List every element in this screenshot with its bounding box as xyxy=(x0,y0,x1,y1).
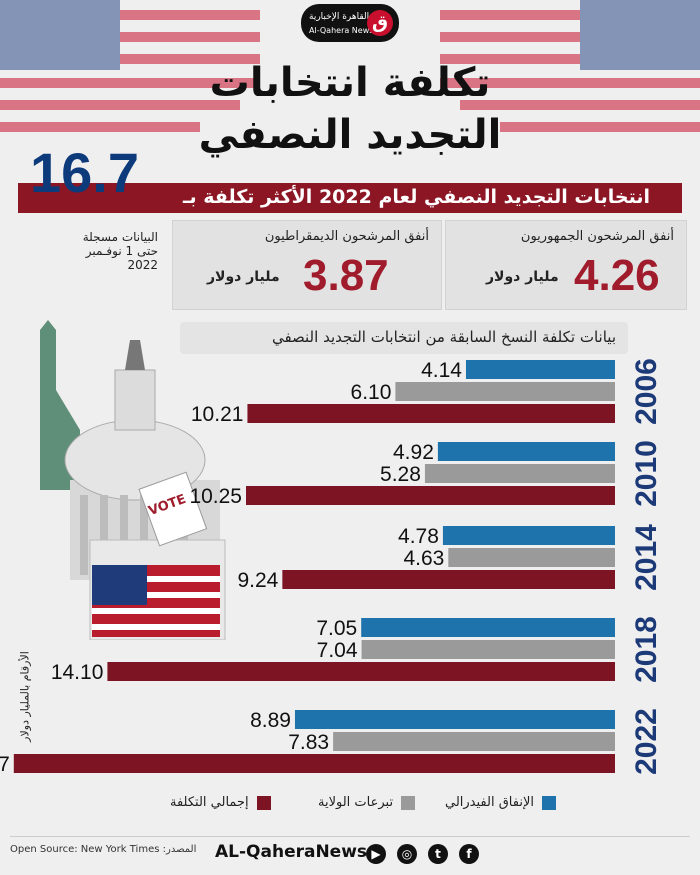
logo-arabic-text: القاهرة الإخبارية xyxy=(309,12,370,22)
republicans-label: أنفق المرشحون الجمهوريون xyxy=(520,229,674,244)
headline-banner-text: انتخابات التجديد النصفي لعام 2022 الأكثر… xyxy=(183,186,650,208)
twitter-icon[interactable]: t xyxy=(428,844,448,864)
data-label-state-2014: 4.63 xyxy=(403,547,444,570)
footer: Open Source: New York Times :المصدر AL-Q… xyxy=(0,836,700,875)
legend-federal-label: الإنفاق الفيدرالي xyxy=(445,795,534,810)
note-line1: البيانات مسجلة xyxy=(82,230,158,244)
bar-state-2006 xyxy=(395,382,615,401)
bar-total-2014 xyxy=(282,570,615,589)
democrats-label: أنفق المرشحون الديمقراطيون xyxy=(264,229,429,244)
bar-state-2018 xyxy=(361,640,615,659)
year-label-2006: 2006 xyxy=(630,358,663,425)
logo-letter-icon: ق xyxy=(367,10,393,36)
source-credit: Open Source: New York Times :المصدر xyxy=(10,844,197,855)
chart-title-box: بيانات تكلفة النسخ السابقة من انتخابات ا… xyxy=(180,322,628,354)
data-label-federal-2006: 4.14 xyxy=(421,359,462,382)
bar-total-2022 xyxy=(13,754,616,773)
note-line3: 2022 xyxy=(127,258,158,272)
data-label-state-2010: 5.28 xyxy=(380,463,421,486)
us-flag-background-right xyxy=(440,0,700,132)
brand-name: AL-QaheraNews xyxy=(215,842,368,862)
us-flag-background-left xyxy=(0,0,260,132)
bar-total-2006 xyxy=(247,404,615,423)
year-label-2018: 2018 xyxy=(630,616,663,683)
data-label-state-2018: 7.04 xyxy=(317,639,358,662)
year-label-2014: 2014 xyxy=(630,524,663,591)
page-title-line1: تكلفة انتخابات xyxy=(209,60,491,106)
instagram-icon[interactable]: ◎ xyxy=(397,844,417,864)
bar-total-2010 xyxy=(246,486,615,505)
legend-total-label: إجمالي التكلفة xyxy=(170,795,249,810)
data-date-note: البيانات مسجلة حتى 1 نوفـمبر 2022 xyxy=(8,230,158,272)
bar-federal-2010 xyxy=(437,442,615,461)
bar-federal-2018 xyxy=(361,618,615,637)
data-label-federal-2018: 7.05 xyxy=(316,617,357,640)
page-title-line2: التجديد النصفي xyxy=(198,112,502,158)
democrats-value: 3.87 xyxy=(303,251,389,300)
headline-total-value: 16.7 xyxy=(30,141,139,204)
bar-federal-2022 xyxy=(294,710,615,729)
legend-total: إجمالي التكلفة xyxy=(170,795,271,810)
democrats-card: أنفق المرشحون الديمقراطيون 3.87 مليار دو… xyxy=(172,220,442,310)
data-label-federal-2010: 4.92 xyxy=(393,441,434,464)
data-label-federal-2014: 4.78 xyxy=(398,525,439,548)
channel-logo[interactable]: القاهرة الإخبارية Al-Qahera News ق xyxy=(301,4,399,42)
data-label-total-2018: 14.10 xyxy=(51,661,104,684)
data-label-state-2006: 6.10 xyxy=(351,381,392,404)
bar-state-2010 xyxy=(424,464,615,483)
chart-title: بيانات تكلفة النسخ السابقة من انتخابات ا… xyxy=(271,328,616,346)
data-label-total-2014: 9.24 xyxy=(237,569,278,592)
youtube-icon[interactable]: ▶ xyxy=(366,844,386,864)
republicans-card: أنفق المرشحون الجمهوريون 4.26 مليار دولا… xyxy=(445,220,687,310)
republicans-unit: مليار دولار xyxy=(486,269,559,285)
data-label-state-2022: 7.83 xyxy=(288,731,329,754)
headline-banner: انتخابات التجديد النصفي لعام 2022 الأكثر… xyxy=(18,183,682,213)
footer-divider xyxy=(10,836,690,837)
year-label-2010: 2010 xyxy=(630,440,663,507)
legend-state-label: تبرعات الولاية xyxy=(318,795,394,810)
legend-state-swatch xyxy=(401,795,416,810)
democrats-unit: مليار دولار xyxy=(207,269,280,285)
bar-state-2022 xyxy=(333,732,615,751)
legend-state: تبرعات الولاية xyxy=(318,795,416,810)
note-line2: حتى 1 نوفـمبر xyxy=(85,244,158,258)
legend-federal: الإنفاق الفيدرالي xyxy=(445,795,557,810)
data-label-federal-2022: 8.89 xyxy=(250,709,291,732)
bar-federal-2006 xyxy=(465,360,615,379)
data-label-total-2022: 16.7 xyxy=(0,753,10,776)
year-label-2022: 2022 xyxy=(630,708,663,775)
logo-english-text: Al-Qahera News xyxy=(309,26,374,35)
bar-state-2014 xyxy=(448,548,615,567)
units-side-note: الأرقام بالمليار دولار xyxy=(18,651,32,742)
bar-total-2018 xyxy=(107,662,616,681)
legend-total-swatch xyxy=(256,795,271,810)
capitol-statue-illustration xyxy=(40,320,226,640)
facebook-icon[interactable]: f xyxy=(459,844,479,864)
bar-federal-2014 xyxy=(442,526,615,545)
legend-federal-swatch xyxy=(542,795,557,810)
republicans-value: 4.26 xyxy=(574,251,660,300)
